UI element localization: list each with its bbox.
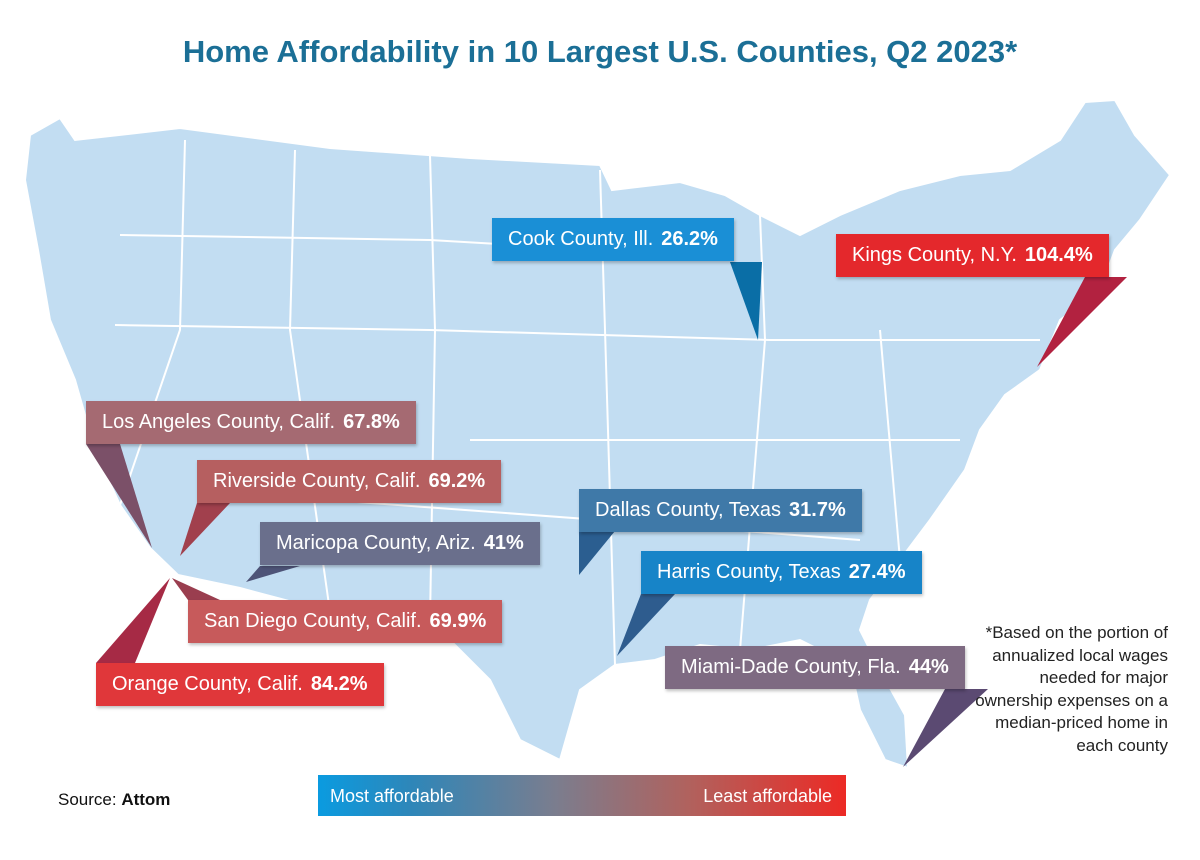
county-value: 26.2% bbox=[661, 228, 718, 250]
county-label-dallas: Dallas County, Texas 31.7% bbox=[579, 489, 862, 532]
county-label-harris: Harris County, Texas 27.4% bbox=[641, 551, 922, 594]
county-value: 67.8% bbox=[343, 411, 400, 433]
pointer-san-diego bbox=[172, 578, 220, 600]
county-name: Cook County, Ill. bbox=[508, 228, 654, 250]
county-name: Maricopa County, Ariz. bbox=[276, 532, 476, 554]
pointer-los-angeles bbox=[86, 444, 152, 548]
county-label-cook: Cook County, Ill. 26.2% bbox=[492, 218, 734, 261]
county-label-miami-dade: Miami-Dade County, Fla. 44% bbox=[665, 646, 965, 689]
source-credit: Source: Attom bbox=[58, 790, 170, 810]
affordability-legend: Most affordable Least affordable bbox=[318, 775, 846, 816]
county-label-riverside: Riverside County, Calif. 69.2% bbox=[197, 460, 502, 503]
pointer-kings bbox=[1037, 277, 1127, 367]
county-name: Miami-Dade County, Fla. bbox=[681, 656, 901, 678]
county-name: Dallas County, Texas bbox=[595, 499, 782, 521]
pointer-maricopa bbox=[246, 566, 300, 582]
county-label-san-diego: San Diego County, Calif. 69.9% bbox=[188, 600, 503, 643]
pointer-harris bbox=[617, 594, 675, 656]
pointer-orange bbox=[96, 578, 170, 663]
county-value: 41% bbox=[483, 532, 524, 554]
legend-high-label: Least affordable bbox=[703, 786, 832, 806]
county-value: 31.7% bbox=[789, 499, 846, 521]
source-name: Attom bbox=[121, 790, 171, 809]
legend-low-label: Most affordable bbox=[330, 786, 454, 806]
county-value: 69.2% bbox=[428, 470, 486, 492]
county-label-kings: Kings County, N.Y. 104.4% bbox=[836, 234, 1109, 277]
pointer-dallas bbox=[579, 531, 615, 575]
county-value: 27.4% bbox=[848, 561, 906, 583]
county-value: 104.4% bbox=[1024, 244, 1093, 266]
footnote: *Based on the portion of annualized loca… bbox=[975, 623, 1168, 755]
county-value: 44% bbox=[908, 656, 949, 678]
county-label-orange: Orange County, Calif. 84.2% bbox=[96, 663, 384, 706]
county-name: Kings County, N.Y. bbox=[852, 244, 1017, 266]
county-name: Los Angeles County, Calif. bbox=[102, 411, 336, 433]
county-name: San Diego County, Calif. bbox=[204, 610, 422, 632]
county-value: 84.2% bbox=[310, 673, 368, 695]
county-name: Orange County, Calif. bbox=[112, 673, 303, 695]
pointer-miami bbox=[903, 689, 988, 767]
pointer-riverside bbox=[180, 503, 230, 556]
label-pointers bbox=[86, 262, 1127, 767]
county-label-los-angeles: Los Angeles County, Calif. 67.8% bbox=[86, 401, 416, 444]
chart-title: Home Affordability in 10 Largest U.S. Co… bbox=[182, 34, 1018, 69]
county-name: Riverside County, Calif. bbox=[213, 470, 421, 492]
county-value: 69.9% bbox=[429, 610, 487, 632]
pointer-cook bbox=[730, 262, 762, 340]
county-name: Harris County, Texas bbox=[657, 561, 841, 583]
county-label-maricopa: Maricopa County, Ariz. 41% bbox=[260, 522, 540, 565]
source-label: Source: bbox=[58, 790, 117, 809]
